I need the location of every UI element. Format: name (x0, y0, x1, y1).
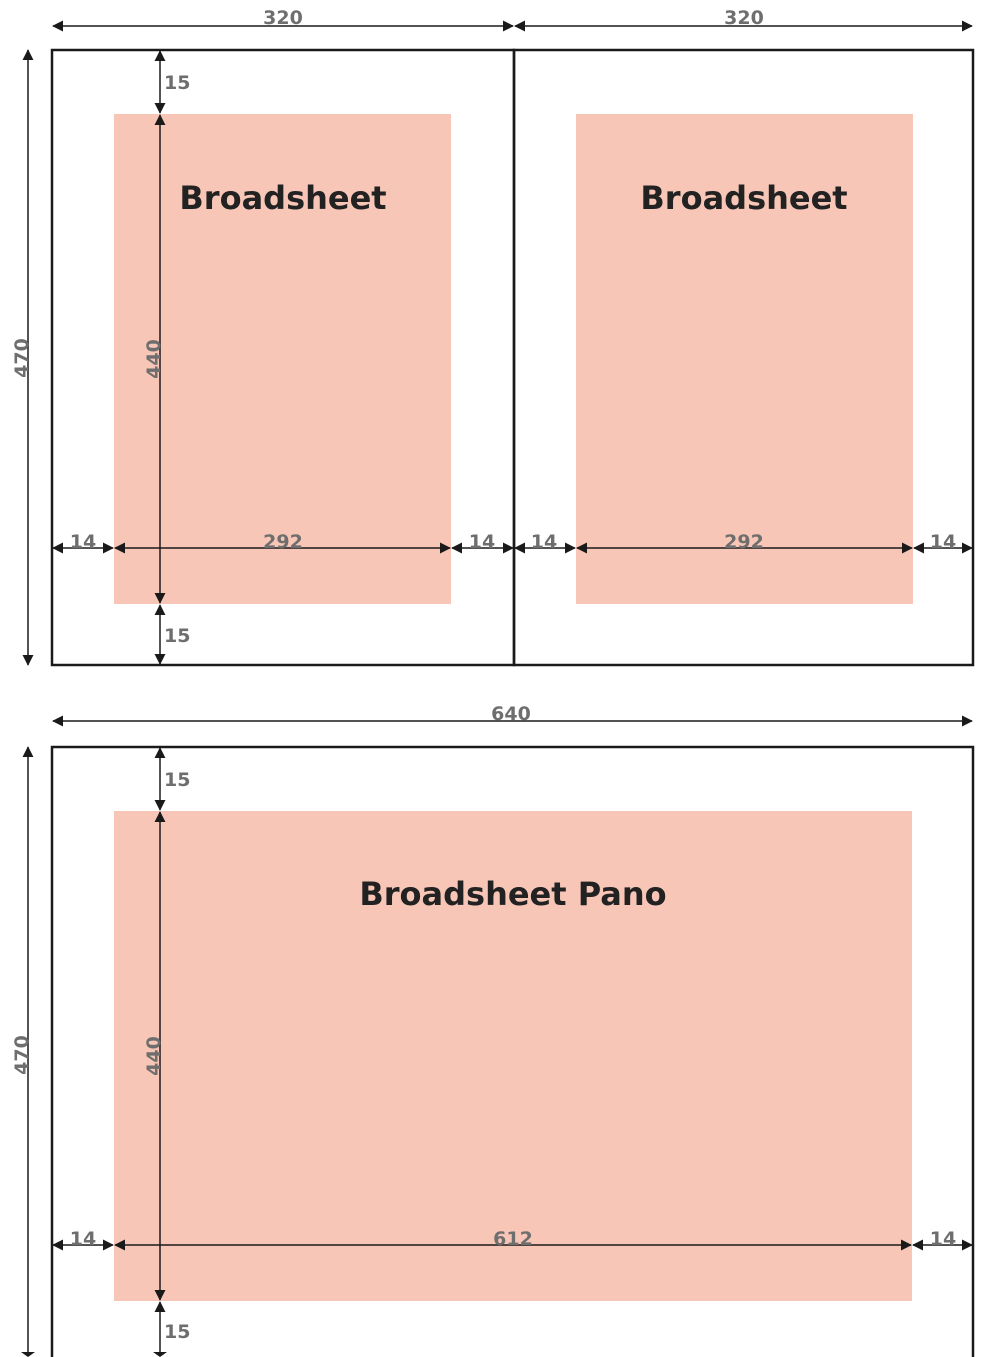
pano-title: Broadsheet Pano (359, 875, 666, 913)
left-page-left-margin-label: 14 (70, 531, 96, 553)
left-page-ad-width-label: 292 (263, 531, 303, 553)
pano-height-bottom-arrow (21, 1352, 35, 1357)
right-page-title: Broadsheet (640, 179, 847, 217)
ad-area-left-page (114, 114, 451, 604)
pano-right-margin-label: 14 (930, 1228, 956, 1250)
right-page-right-margin-label: 14 (930, 531, 956, 553)
pano-ad-width-label: 612 (493, 1228, 533, 1250)
right-page-width-label: 320 (724, 7, 764, 29)
pano-ad-area (114, 811, 912, 1301)
right-page-left-margin-label: 14 (531, 531, 557, 553)
pano-bottom-margin-label: 15 (164, 1321, 190, 1343)
pano-height-label: 470 (11, 1035, 33, 1075)
spread-diagram: Broadsheet Broadsheet 320 320 470 15 440… (11, 7, 975, 667)
pano-bottom-margin-bottom-arrow (153, 1352, 167, 1357)
pano-page-border (50, 745, 975, 1357)
ad-height-label: 440 (143, 339, 165, 379)
left-page-width-label: 320 (263, 7, 303, 29)
ad-area-right-page (576, 114, 913, 604)
right-page-border (512, 48, 975, 667)
spread-height-label: 470 (11, 338, 33, 378)
top-margin-label: 15 (164, 72, 190, 94)
bottom-margin-label: 15 (164, 625, 190, 647)
pano-width-label: 640 (491, 703, 531, 725)
pano-left-margin-label: 14 (70, 1228, 96, 1250)
pano-diagram: Broadsheet Pano 640 470 15 440 15 14 612… (11, 703, 975, 1357)
left-page-right-margin-label: 14 (469, 531, 495, 553)
pano-top-margin-label: 15 (164, 769, 190, 791)
left-page-title: Broadsheet (179, 179, 386, 217)
right-page-ad-width-label: 292 (724, 531, 764, 553)
pano-ad-height-label: 440 (143, 1036, 165, 1076)
